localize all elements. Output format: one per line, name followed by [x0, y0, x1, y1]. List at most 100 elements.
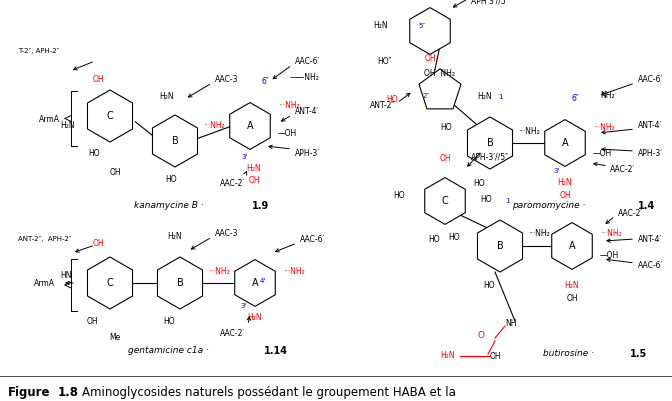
Text: OH: OH [87, 316, 98, 326]
Text: AAC-2′: AAC-2′ [618, 209, 643, 217]
Text: HO: HO [165, 174, 177, 184]
Text: OH: OH [92, 75, 103, 84]
Text: APH-3′: APH-3′ [295, 148, 320, 158]
Text: B: B [177, 278, 183, 288]
Polygon shape [87, 257, 132, 309]
Text: ···NH₂: ···NH₂ [518, 126, 540, 136]
Text: OH  NH₂: OH NH₂ [425, 69, 456, 78]
Text: OH: OH [414, 0, 426, 1]
Polygon shape [552, 223, 592, 269]
Text: —OH: —OH [278, 130, 297, 138]
Text: 1.8: 1.8 [58, 386, 79, 399]
Text: ANT-2″: ANT-2″ [370, 101, 395, 111]
Text: HO: HO [483, 282, 495, 290]
Text: B: B [487, 138, 493, 148]
Text: AAC-6′: AAC-6′ [638, 261, 663, 271]
Text: ···NH₂: ···NH₂ [208, 267, 230, 275]
Text: H₂N: H₂N [440, 352, 455, 360]
Text: AAC-2′: AAC-2′ [220, 329, 245, 338]
Text: HO: HO [163, 316, 175, 326]
Text: H₂N: H₂N [374, 22, 388, 30]
Text: 3': 3' [241, 303, 247, 309]
Text: 3': 3' [554, 168, 560, 174]
Polygon shape [468, 117, 513, 169]
Text: O: O [478, 332, 485, 340]
Text: AAC-6′: AAC-6′ [638, 75, 663, 83]
Text: APH 3′//5″: APH 3′//5″ [471, 0, 509, 5]
Text: APH-3′: APH-3′ [638, 148, 663, 158]
Text: C: C [107, 278, 114, 288]
Text: 6″: 6″ [571, 94, 579, 103]
Text: HO: HO [428, 235, 440, 243]
Text: A: A [562, 138, 569, 148]
Text: ···NH₂: ···NH₂ [278, 101, 300, 111]
Polygon shape [235, 259, 276, 306]
Text: HO: HO [480, 195, 492, 204]
Text: 2″: 2″ [423, 93, 430, 99]
Text: H₂N: H₂N [478, 92, 493, 101]
Text: AAC-2′: AAC-2′ [610, 164, 635, 174]
Text: ···NH₂: ···NH₂ [283, 267, 304, 275]
Text: Aminoglycosides naturels possédant le groupement HABA et la: Aminoglycosides naturels possédant le gr… [82, 386, 456, 399]
Text: AAC-6′: AAC-6′ [300, 235, 325, 243]
Text: OH: OH [439, 154, 451, 163]
Text: OH: OH [109, 168, 121, 177]
Text: C: C [442, 196, 448, 206]
Text: AAC-3: AAC-3 [215, 75, 239, 83]
Polygon shape [419, 69, 461, 109]
Polygon shape [425, 178, 465, 225]
Text: HO: HO [386, 95, 398, 103]
Text: OH: OH [424, 54, 436, 63]
Polygon shape [157, 257, 202, 309]
Text: 1.4: 1.4 [638, 201, 655, 211]
Text: APH-3′//5″: APH-3′//5″ [471, 153, 509, 162]
Text: H₂N: H₂N [248, 313, 262, 322]
Text: AAC-3: AAC-3 [215, 229, 239, 237]
Text: ArmA: ArmA [34, 279, 55, 288]
Text: AAC-6′: AAC-6′ [295, 57, 321, 65]
Text: 1.14: 1.14 [264, 346, 288, 356]
Text: H₂N: H₂N [160, 92, 174, 101]
Polygon shape [87, 90, 132, 142]
Text: ···NH₂: ···NH₂ [528, 229, 550, 239]
Text: OH: OH [559, 191, 571, 200]
Text: —OH: —OH [600, 251, 620, 261]
Text: ANT-4′: ANT-4′ [638, 235, 662, 243]
Text: HN: HN [60, 271, 72, 279]
Text: 1: 1 [505, 198, 509, 204]
Text: H₂N: H₂N [60, 122, 75, 130]
Text: —OH: —OH [593, 148, 612, 158]
Text: gentamicine c1a ·: gentamicine c1a · [128, 346, 212, 355]
Text: NH₂: NH₂ [600, 91, 615, 99]
Polygon shape [230, 103, 270, 150]
Text: OH: OH [92, 239, 103, 248]
Text: H₂N: H₂N [168, 232, 182, 241]
Text: H₂N: H₂N [247, 164, 261, 173]
Text: HO: HO [440, 124, 452, 132]
Text: A: A [252, 278, 258, 288]
Text: Figure: Figure [8, 386, 50, 399]
Text: ——NH₂: ——NH₂ [290, 73, 320, 83]
Text: 3': 3' [242, 154, 248, 160]
Text: AAC-2′: AAC-2′ [220, 179, 245, 188]
Text: A: A [247, 121, 253, 131]
Text: HO: HO [393, 192, 405, 200]
Text: 4': 4' [260, 278, 266, 284]
Text: C: C [107, 111, 114, 121]
Text: ···NH₂: ···NH₂ [600, 229, 622, 239]
Polygon shape [153, 115, 198, 167]
Text: H₂N: H₂N [564, 281, 579, 290]
Text: H₂N: H₂N [558, 178, 573, 187]
Text: OH: OH [248, 176, 260, 185]
Text: 5″: 5″ [418, 23, 425, 29]
Text: ArmA: ArmA [39, 115, 60, 124]
Text: 6″: 6″ [261, 77, 269, 86]
Text: 1.5: 1.5 [630, 349, 647, 359]
Polygon shape [545, 119, 585, 166]
Text: HO: HO [473, 178, 485, 188]
Text: B: B [171, 136, 178, 146]
Text: T-2″, APH-2″: T-2″, APH-2″ [18, 48, 59, 54]
Polygon shape [410, 8, 450, 55]
Text: HO″: HO″ [378, 57, 392, 65]
Text: paromomycine ·: paromomycine · [512, 201, 588, 210]
